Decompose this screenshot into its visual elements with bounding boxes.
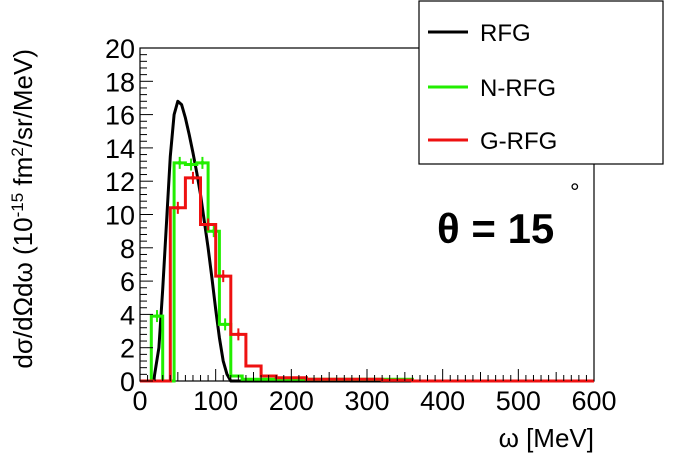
y-tick-label: 2 xyxy=(120,334,135,364)
y-axis-title-exp: -15 xyxy=(8,193,27,218)
y-tick-label: 18 xyxy=(105,67,135,97)
legend-entry-g-rfg: G-RFG xyxy=(428,128,557,155)
y-tick-label: 6 xyxy=(120,267,135,297)
data-point-n-rfg xyxy=(155,314,160,319)
data-point-n-rfg xyxy=(177,160,182,165)
angle-degree-symbol: ° xyxy=(570,179,580,206)
legend-entry-n-rfg: N-RFG xyxy=(428,75,556,102)
y-tick-label: 0 xyxy=(120,367,135,397)
y-tick-label: 16 xyxy=(105,101,135,131)
y-tick-label: 8 xyxy=(120,234,135,264)
x-tick-label: 500 xyxy=(496,386,541,416)
y-tick-label: 20 xyxy=(105,34,135,64)
data-point-g-rfg xyxy=(175,205,180,210)
series-histogram-n-rfg xyxy=(140,161,594,383)
angle-annotation-text: θ = 15 xyxy=(437,205,554,252)
data-point-n-rfg xyxy=(189,162,194,167)
y-tick-label: 4 xyxy=(120,300,135,330)
y-axis-title-main: dσ/dΩdω (10 xyxy=(8,217,38,368)
x-tick-label: 200 xyxy=(269,386,314,416)
data-point-g-rfg xyxy=(190,175,195,180)
angle-annotation: θ = 15 ° xyxy=(437,179,580,252)
data-point-g-rfg xyxy=(221,274,226,279)
x-tick-label: 400 xyxy=(420,386,465,416)
y-tick-label: 12 xyxy=(105,167,135,197)
y-axis-title-exp2: 2 xyxy=(8,147,27,156)
legend-label-g-rfg: G-RFG xyxy=(480,128,557,155)
legend: RFG N-RFG G-RFG xyxy=(418,0,664,165)
x-tick-label: 600 xyxy=(571,386,616,416)
legend-label-rfg: RFG xyxy=(480,20,531,47)
axis-ticks xyxy=(139,47,595,382)
y-axis-title-unit: fm xyxy=(8,157,38,193)
legend-entry-rfg: RFG xyxy=(428,20,531,47)
y-tick-label: 10 xyxy=(105,201,135,231)
x-tick-label: 300 xyxy=(344,386,389,416)
y-tick-label: 14 xyxy=(105,134,135,164)
series-line-rfg xyxy=(140,99,594,383)
data-point-g-rfg xyxy=(236,332,241,337)
legend-label-n-rfg: N-RFG xyxy=(480,75,556,102)
x-tick-label: 0 xyxy=(132,386,147,416)
y-axis-title: dσ/dΩdω (10-15 fm2/sr/MeV) xyxy=(8,49,39,369)
x-axis-title: ω [MeV] xyxy=(499,423,594,453)
data-point-n-rfg xyxy=(223,322,228,327)
y-axis-title-tail: /sr/MeV) xyxy=(8,49,38,147)
x-tick-label: 100 xyxy=(193,386,238,416)
data-point-n-rfg xyxy=(200,160,205,165)
data-point-g-rfg xyxy=(206,222,211,227)
legend-box xyxy=(418,0,664,165)
